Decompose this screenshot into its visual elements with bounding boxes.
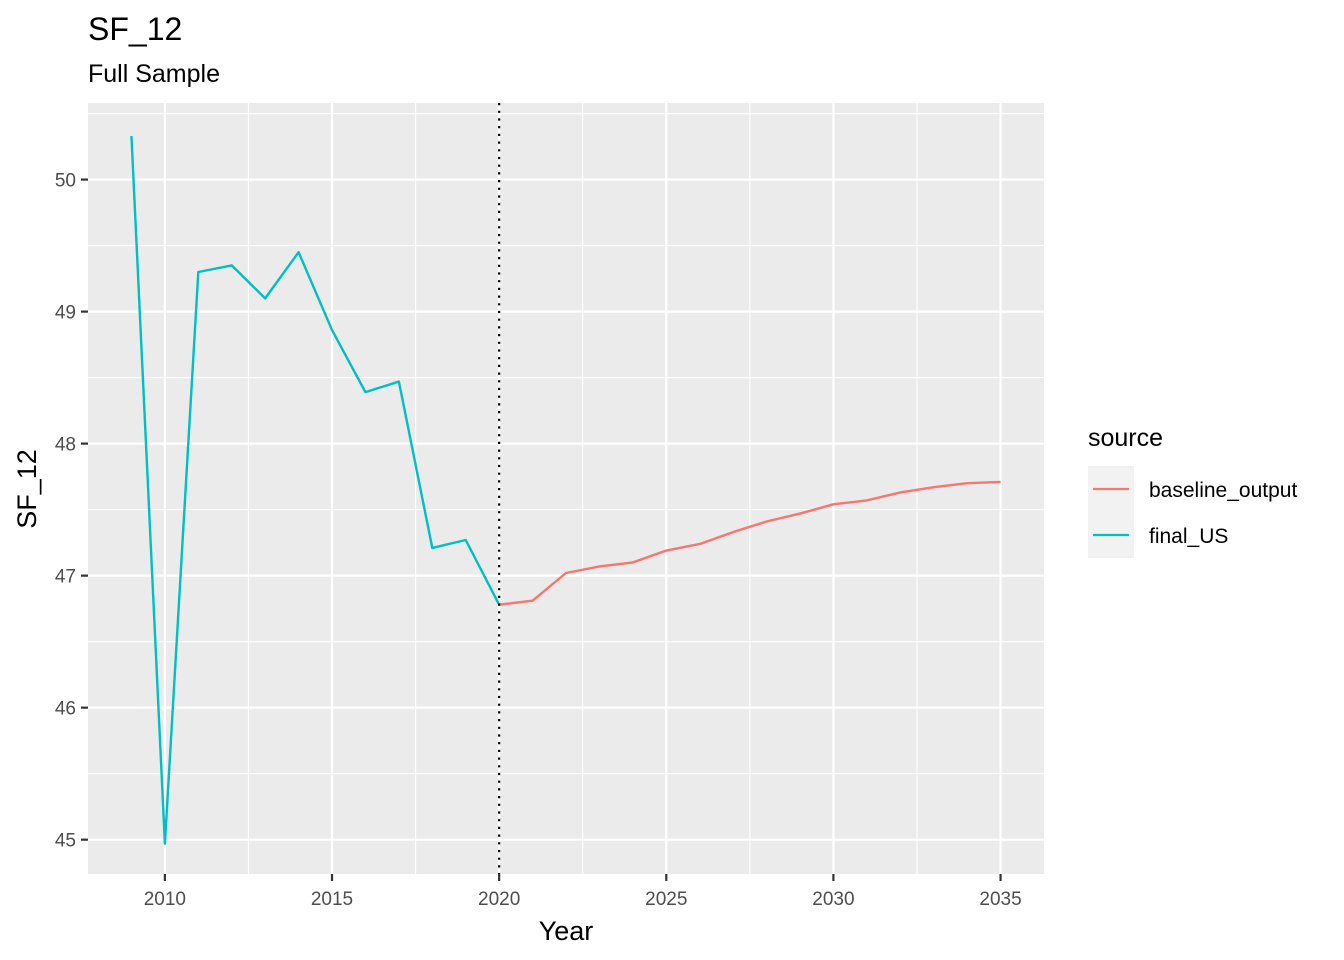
y-tick-label: 49 [55,303,76,324]
chart-title: SF_12 [88,11,182,47]
series-layer [130,135,1001,845]
y-axis-title: SF_12 [12,449,42,529]
chart-subtitle: Full Sample [88,60,220,88]
y-tick-label: 46 [55,699,76,720]
legend-label-baseline-output: baseline_output [1149,479,1297,502]
series-line-baseline-output [499,480,1001,606]
legend-title: source [1088,424,1163,452]
x-tick-label: 2030 [812,889,854,910]
y-tick-label: 47 [55,567,76,588]
x-tick-label: 2020 [478,889,520,910]
y-axis: 45 46 47 48 49 50 [55,171,88,852]
legend-label-final-us: final_US [1149,525,1228,548]
y-tick-label: 50 [55,171,76,192]
series-line-final-us [130,135,501,845]
legend: source baseline_output final_US [1088,424,1297,558]
y-tick-label: 45 [55,831,76,852]
x-axis: 2010 2015 2020 2025 2030 2035 [144,874,1022,910]
x-tick-label: 2010 [144,889,186,910]
x-tick-label: 2015 [311,889,353,910]
x-tick-label: 2035 [979,889,1021,910]
x-tick-label: 2025 [645,889,687,910]
y-tick-label: 48 [55,435,76,456]
x-axis-title: Year [539,916,594,946]
plot-panel [88,103,1044,874]
minor-gridlines [88,103,1044,874]
